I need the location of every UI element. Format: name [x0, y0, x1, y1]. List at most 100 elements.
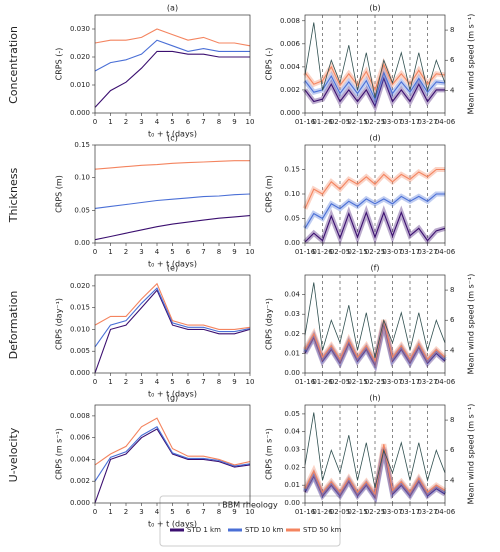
x-tick-label: 10: [246, 378, 255, 386]
x-tick-label: 9: [232, 378, 236, 386]
x-tick-label: 01-16: [295, 508, 316, 516]
panel-title: (f): [370, 264, 379, 273]
y2-tick-label: 6: [450, 446, 455, 454]
panel-title: (g): [167, 394, 178, 403]
y-tick-label: 0.02: [284, 330, 300, 338]
series-line: [94, 28, 251, 47]
y-axis-label: CRPS (m s⁻¹): [55, 428, 64, 480]
y-tick-label: 0.020: [70, 282, 90, 290]
x-tick-label: 02-05: [330, 378, 350, 386]
legend-label: STD 50 km: [303, 526, 342, 534]
x-tick-label: 0: [93, 118, 97, 126]
x-tick-label: 03-17: [400, 248, 420, 256]
y-axis-label: CRPS (-): [265, 48, 274, 81]
y-tick-label: 0.03: [284, 310, 300, 318]
x-tick-label: 3: [139, 118, 143, 126]
y-tick-label: 0.006: [70, 434, 91, 442]
series-line: [304, 210, 446, 243]
x-tick-label: 02-15: [347, 378, 367, 386]
series-line: [94, 289, 251, 374]
y-tick-label: 0.00: [284, 499, 300, 507]
wind-line: [304, 22, 446, 98]
x-tick-label: 5: [170, 118, 174, 126]
x-tick-label: 1: [108, 248, 112, 256]
y-tick-label: 0.00: [284, 239, 300, 247]
y-tick-label: 0.002: [280, 86, 300, 94]
x-axis-label: t₀ + t (days): [148, 520, 197, 529]
x-tick-label: 3: [139, 378, 143, 386]
y-tick-label: 0.015: [70, 304, 90, 312]
spread-band: [302, 319, 447, 369]
wind-line: [304, 412, 446, 488]
axes-frame: [304, 404, 446, 504]
row-label: U-velocity: [7, 427, 20, 482]
x-tick-label: 04-06: [435, 378, 456, 386]
y2-axis-label: Mean wind speed (m s⁻¹): [467, 274, 476, 375]
row-label: Deformation: [7, 291, 20, 360]
x-tick-label: 6: [186, 508, 191, 516]
x-tick-label: 03-07: [382, 248, 402, 256]
y-tick-label: 0.15: [74, 141, 90, 149]
x-tick-label: 0: [93, 248, 97, 256]
panel-title: (b): [369, 4, 380, 13]
y-axis-label: CRPS (m): [265, 175, 274, 213]
x-tick-label: 3: [139, 248, 143, 256]
series-line: [304, 321, 446, 365]
series-line: [94, 39, 250, 72]
x-tick-label: 02-25: [365, 118, 385, 126]
x-tick-label: 03-07: [382, 508, 402, 516]
panel-title: (a): [167, 4, 178, 13]
axes-frame: [304, 144, 446, 244]
axes-frame: [304, 14, 446, 114]
y-tick-label: 0.005: [70, 347, 90, 355]
series-line: [304, 449, 446, 500]
x-tick-label: 1: [108, 118, 112, 126]
y-tick-label: 0.05: [284, 410, 300, 418]
axes-frame: [94, 144, 251, 244]
y-tick-label: 0.01: [284, 481, 300, 489]
x-tick-label: 8: [217, 118, 221, 126]
x-tick-label: 2: [124, 248, 128, 256]
series-line: [94, 426, 251, 482]
panel-title: (d): [369, 134, 380, 143]
y-tick-label: 0.020: [70, 53, 90, 61]
y-tick-label: 0.000: [280, 109, 300, 117]
y2-tick-label: 8: [450, 286, 454, 294]
axes-frame: [94, 274, 251, 374]
x-tick-label: 03-27: [417, 118, 437, 126]
x-tick-label: 04-06: [435, 248, 456, 256]
wind-line: [304, 282, 446, 358]
x-tick-label: 7: [201, 248, 205, 256]
panel-title: (h): [369, 394, 380, 403]
x-tick-label: 04-06: [435, 508, 456, 516]
x-tick-label: 02-15: [347, 508, 367, 516]
x-tick-label: 0: [93, 508, 97, 516]
y-tick-label: 0.000: [70, 499, 90, 507]
x-axis-label: t₀ + t (days): [148, 390, 197, 399]
series-line: [94, 50, 250, 108]
series-line: [94, 287, 251, 348]
x-tick-label: 02-25: [365, 508, 385, 516]
y2-tick-label: 6: [450, 316, 455, 324]
y-tick-label: 0.15: [284, 166, 300, 174]
x-tick-label: 03-17: [400, 118, 420, 126]
x-tick-label: 5: [170, 508, 174, 516]
x-tick-label: 02-25: [365, 248, 385, 256]
x-tick-label: 1: [108, 508, 112, 516]
x-tick-label: 04-06: [435, 118, 456, 126]
y2-tick-label: 8: [450, 416, 454, 424]
series-line: [94, 282, 251, 330]
x-axis-label: t₀ + t (days): [148, 130, 197, 139]
y-tick-label: 0.03: [284, 446, 300, 454]
row-label: Thickness: [7, 168, 20, 224]
x-tick-label: 02-15: [347, 248, 367, 256]
y-tick-label: 0.002: [70, 477, 90, 485]
y-tick-label: 0.004: [280, 63, 301, 71]
panel-title: (e): [167, 264, 178, 273]
x-tick-label: 5: [170, 248, 174, 256]
x-tick-label: 02-05: [330, 248, 350, 256]
x-tick-label: 4: [155, 378, 160, 386]
x-tick-label: 03-27: [417, 378, 437, 386]
x-tick-label: 03-07: [382, 378, 402, 386]
x-tick-label: 01-16: [295, 118, 316, 126]
